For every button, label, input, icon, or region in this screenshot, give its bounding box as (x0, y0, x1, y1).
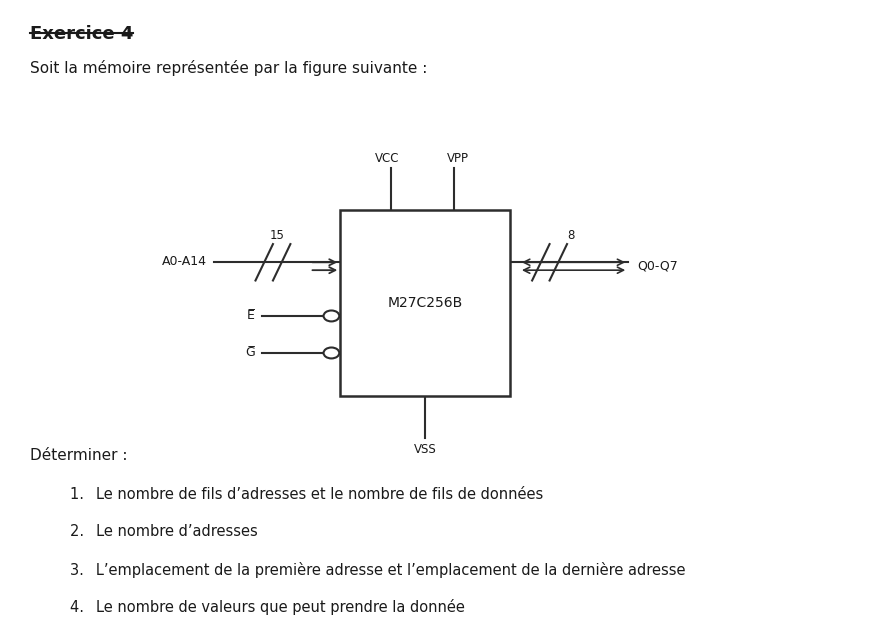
Circle shape (323, 348, 339, 358)
Circle shape (323, 310, 339, 322)
Text: 8: 8 (567, 230, 575, 242)
Text: 1.  Le nombre de fils d’adresses et le nombre de fils de données: 1. Le nombre de fils d’adresses et le no… (70, 486, 543, 501)
Text: Exercice 4: Exercice 4 (30, 26, 134, 44)
Text: 3.  L’emplacement de la première adresse et l’emplacement de la dernière adresse: 3. L’emplacement de la première adresse … (70, 562, 685, 578)
Text: 4.  Le nombre de valeurs que peut prendre la donnée: 4. Le nombre de valeurs que peut prendre… (70, 600, 464, 615)
Text: 2.  Le nombre d’adresses: 2. Le nombre d’adresses (70, 524, 257, 539)
Text: M27C256B: M27C256B (388, 296, 463, 310)
Text: A0-A14: A0-A14 (161, 255, 207, 268)
Text: VSS: VSS (414, 443, 437, 456)
Text: Q0-Q7: Q0-Q7 (637, 259, 677, 272)
Text: Soit la mémoire représentée par la figure suivante :: Soit la mémoire représentée par la figur… (30, 60, 427, 76)
Text: G̅: G̅ (245, 346, 255, 359)
Text: Déterminer :: Déterminer : (30, 448, 128, 463)
FancyBboxPatch shape (340, 210, 510, 396)
Text: VCC: VCC (374, 152, 399, 165)
Text: E̅: E̅ (247, 309, 255, 322)
Text: VPP: VPP (447, 152, 469, 165)
Text: 15: 15 (270, 230, 285, 242)
